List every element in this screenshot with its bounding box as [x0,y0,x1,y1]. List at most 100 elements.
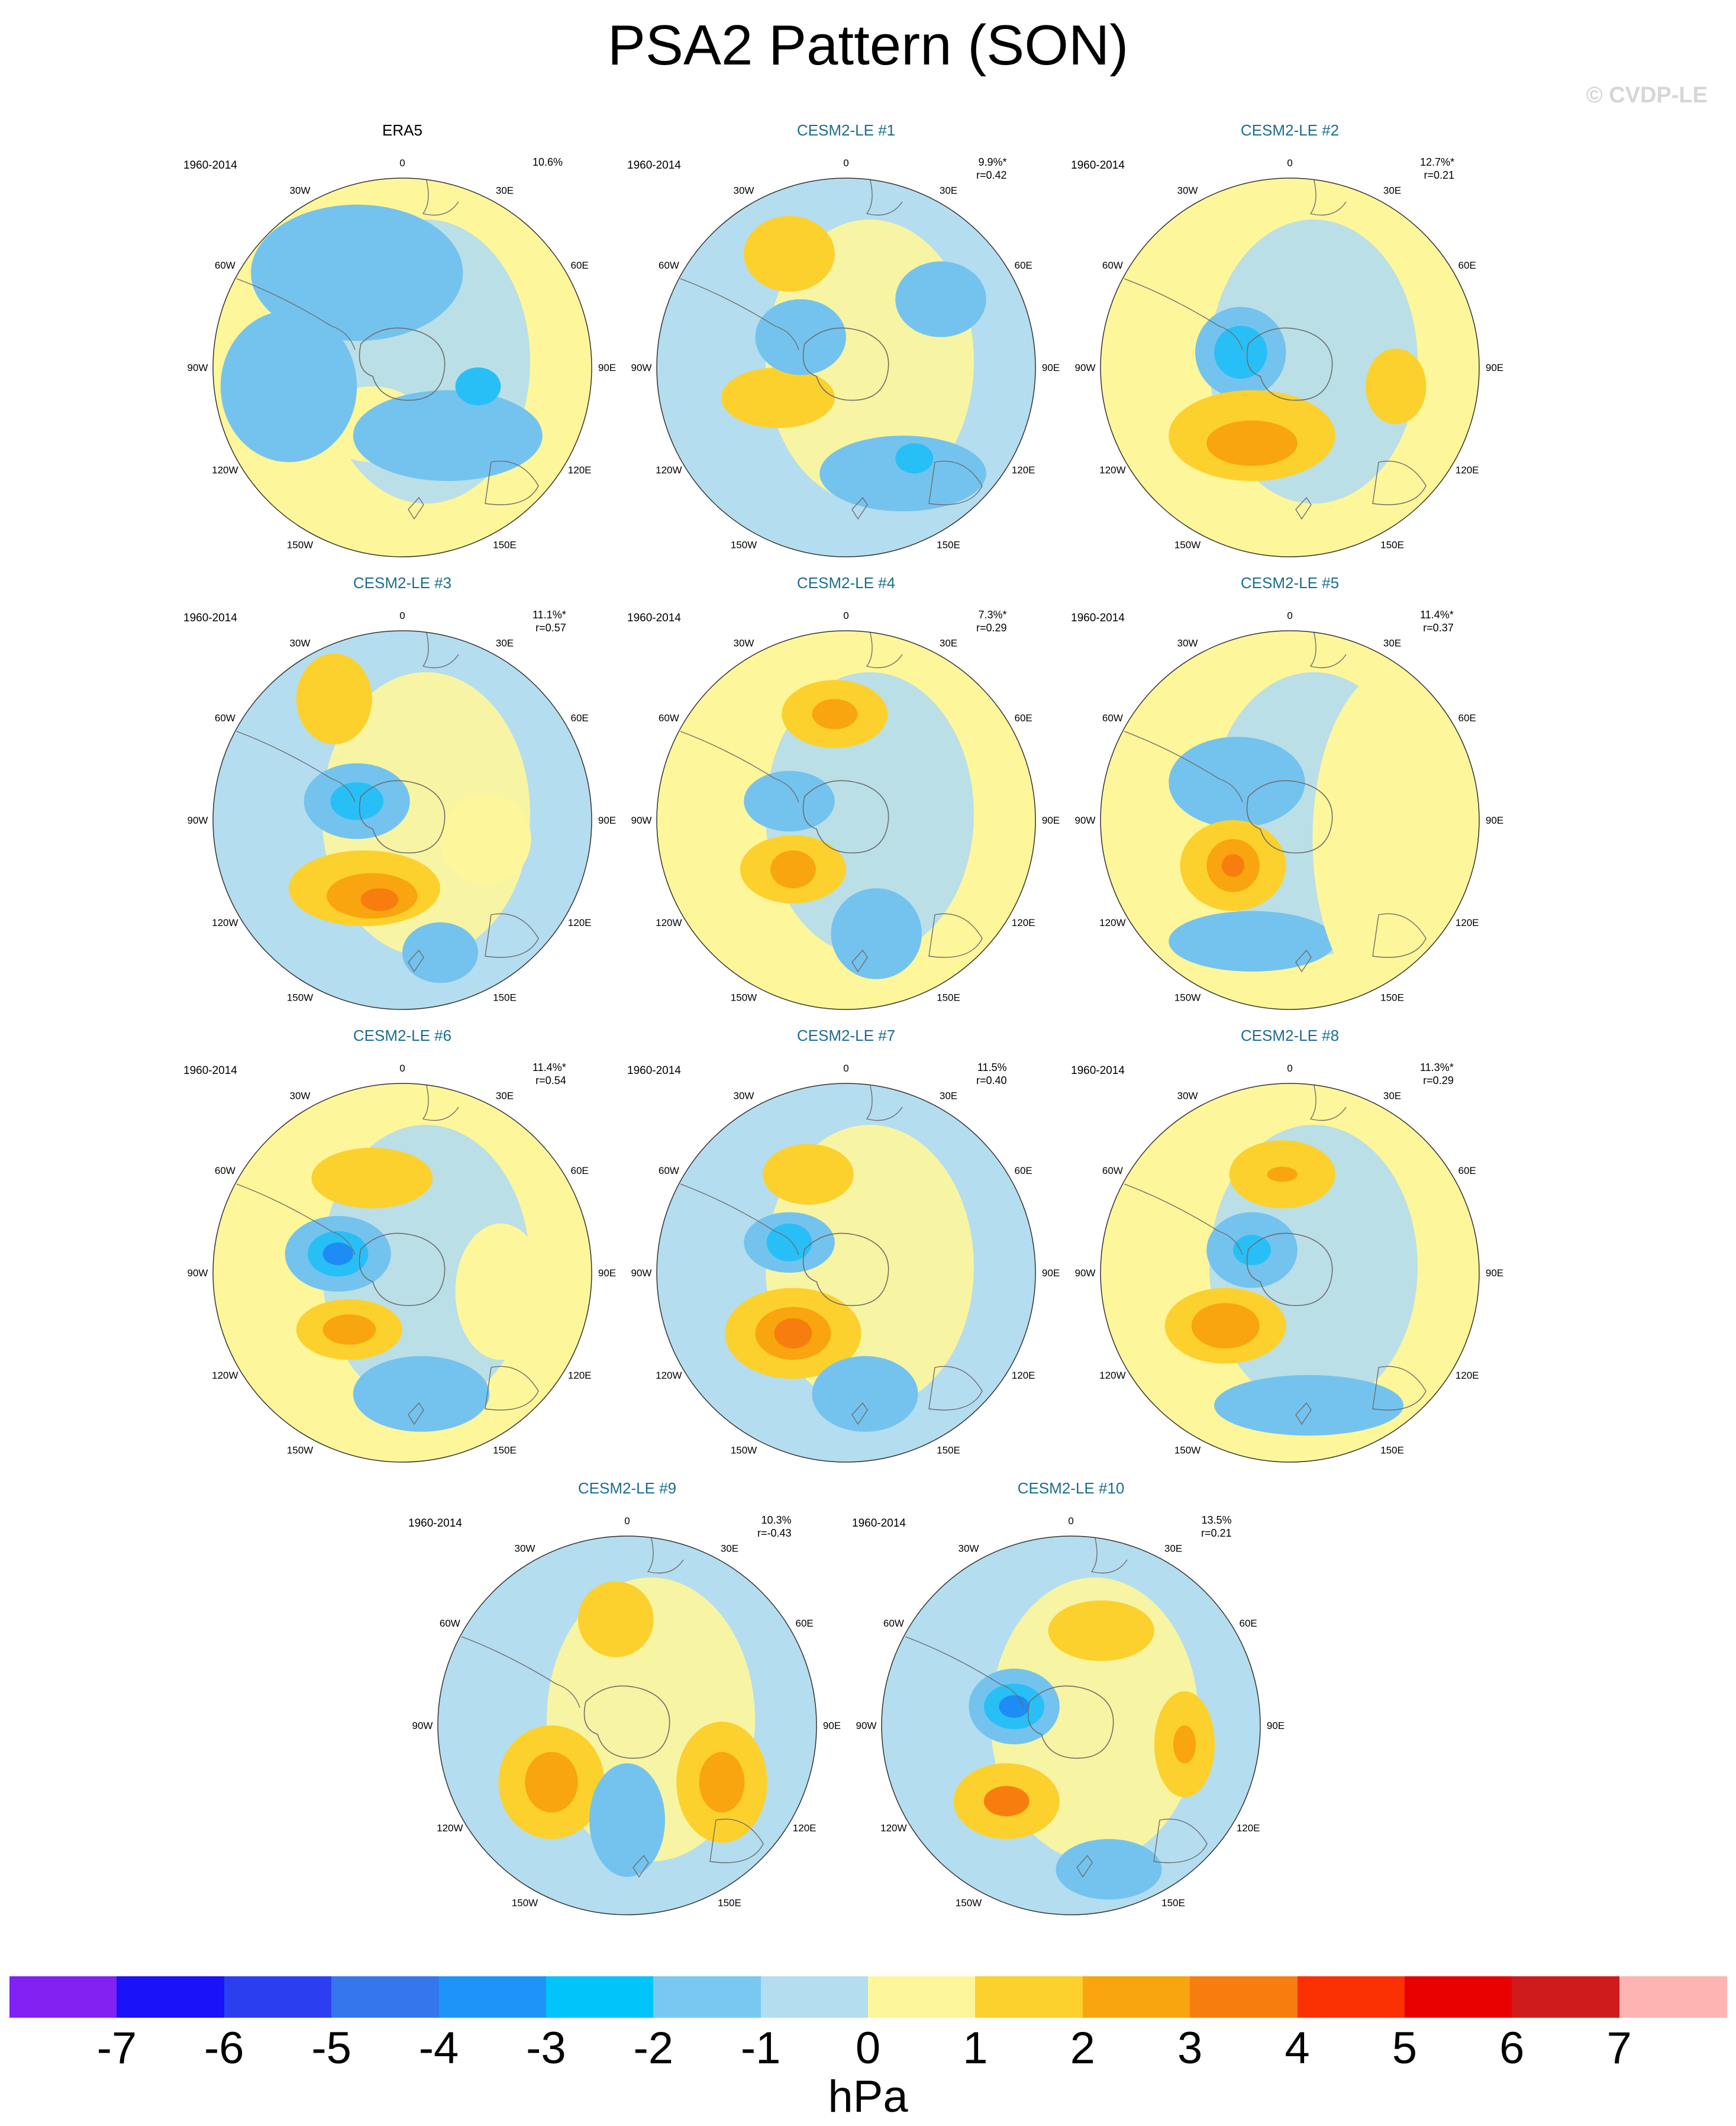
africa-coastline [866,178,903,216]
longitude-label: 150W [731,540,757,551]
longitude-label: 30W [290,1090,311,1101]
colorbar-swatch [1082,1976,1191,2018]
longitude-label: 150E [493,992,517,1004]
longitude-label: 180 [619,1925,635,1927]
colorbar-tick-label: -1 [740,2023,781,2073]
variance-explained: 9.9%* [978,156,1007,168]
longitude-label: 90E [598,815,616,826]
longitude-label: 90E [1486,362,1503,373]
longitude-label: 90E [823,1720,841,1731]
anomaly-contour [1214,1375,1403,1436]
variance-explained: 7.3%* [978,609,1007,621]
africa-coastline [1309,631,1347,669]
longitude-label: 0 [843,157,848,169]
africa-coastline [422,1083,459,1121]
longitude-label: 60E [571,1165,589,1176]
pattern-stats: 7.3%* r=0.29 [976,608,1007,634]
map-boundary [1100,178,1480,557]
longitude-label: 60W [659,260,679,271]
colorbar-swatch [546,1976,654,2018]
pattern-stats: 12.7%* r=0.21 [1420,156,1454,182]
longitude-label: 30W [515,1543,535,1554]
anomaly-contour [721,367,835,428]
pattern-correlation: r=0.29 [976,622,1007,634]
longitude-label: 0 [1068,1515,1073,1527]
colorbar-tick-label: -2 [633,2023,674,2073]
anomaly-contour [220,311,357,462]
variance-explained: 10.3% [761,1514,792,1526]
longitude-label: 150W [731,992,757,1004]
new-zealand-coastline [633,1854,649,1878]
new-zealand-coastline [1295,1402,1312,1425]
pattern-correlation: r=0.54 [535,1075,566,1086]
australia-coastline [1372,913,1427,958]
australia-coastline [485,460,539,505]
map-boundary [1100,630,1480,1010]
map-panel: CESM2-LE #7 1960-2014 11.5% r=0.40 0 30E 60E 90… [621,1027,1071,1476]
longitude-label: 60E [571,712,589,724]
anomaly-contour [1221,854,1245,877]
period-label: 1960-2014 [183,612,237,624]
longitude-label: 30E [1164,1543,1182,1554]
longitude-label: 180 [1282,567,1298,569]
africa-coastline [422,178,459,216]
longitude-label: 150W [1174,540,1201,551]
map-boundary [437,1535,817,1915]
longitude-label: 30E [940,637,957,649]
pattern-correlation: r=-0.43 [757,1527,792,1539]
pattern-correlation: r=0.21 [1201,1527,1232,1539]
polar-map: 0 30E 60E 90E 120E 150E 180 150W 120W 90W 60W 30W [631,157,1060,569]
colorbar-unit: hPa [828,2072,908,2122]
panel-title: CESM2-LE #6 [353,1027,452,1044]
map-panel: CESM2-LE #8 1960-2014 11.3%* r=0.29 0 30E 60E 9… [1065,1027,1515,1476]
australia-coastline [1153,1818,1208,1863]
anomaly-contour [770,850,816,889]
colorbar-tick-label: 3 [1177,2023,1203,2073]
africa-coastline [1309,1083,1347,1121]
longitude-label: 150W [287,1445,313,1456]
longitude-label: 120W [212,464,238,476]
new-zealand-coastline [851,1402,868,1425]
longitude-label: 60E [1459,260,1476,271]
longitude-label: 120E [1456,1370,1479,1381]
antarctica-coastline [583,1685,670,1759]
anomaly-contour [812,699,858,730]
variance-explained: 10.6% [533,156,563,168]
polar-map: 0 30E 60E 90E 120E 150E 180 150W 120W 90W 60W 30W [1075,157,1504,569]
longitude-label: 150W [1174,1445,1201,1456]
australia-coastline [928,460,983,505]
longitude-label: 150W [287,540,313,551]
anomaly-contour [1233,1235,1271,1266]
anomaly-contour [812,1356,918,1432]
longitude-label: 90E [1042,362,1060,373]
variance-explained: 11.4%* [1420,609,1454,621]
panel-title: ERA5 [382,121,422,139]
anomaly-contour [402,922,478,983]
longitude-label: 60W [215,260,235,271]
longitude-label: 0 [399,1063,405,1074]
longitude-label: 90E [598,1267,616,1279]
antarctica-coastline [1027,1685,1114,1759]
period-label: 1960-2014 [183,159,237,172]
pattern-stats: 11.3%* r=0.29 [1420,1061,1454,1087]
longitude-label: 120W [212,917,238,928]
longitude-label: 60W [215,712,235,724]
longitude-label: 120E [568,1370,592,1381]
longitude-label: 90W [631,1267,652,1279]
panel-title: CESM2-LE #1 [796,121,896,139]
longitude-label: 120W [1099,917,1125,928]
pattern-correlation: r=0.42 [976,169,1007,181]
colorbar-swatch [760,1976,869,2018]
longitude-label: 60E [1015,712,1032,724]
longitude-label: 30W [1177,1090,1198,1101]
longitude-label: 180 [1063,1925,1079,1927]
longitude-label: 60W [659,712,679,724]
longitude-label: 90E [1042,1267,1060,1279]
colorbar-tick-label: 7 [1606,2023,1632,2073]
variance-explained: 11.3%* [1420,1062,1454,1073]
longitude-label: 150E [493,1445,517,1456]
colorbar [9,1976,1727,2018]
antarctica-coastline [802,780,889,854]
longitude-label: 90W [631,815,652,826]
pattern-stats: 10.6% [533,156,563,169]
